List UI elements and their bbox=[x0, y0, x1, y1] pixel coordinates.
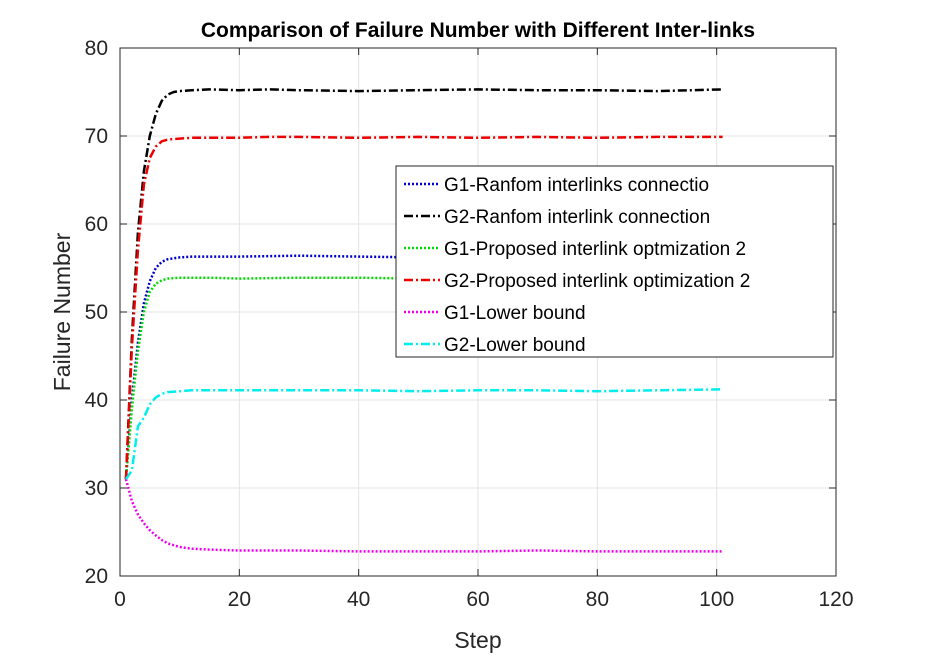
y-tick-label: 80 bbox=[85, 37, 108, 60]
legend: G1-Ranfom interlinks connectio G2-Ranfom … bbox=[395, 165, 834, 358]
series-line-6 bbox=[124, 388, 723, 480]
legend-label-2: G2-Ranfom interlink connection bbox=[444, 207, 710, 228]
legend-label-5: G1-Lower bound bbox=[444, 303, 586, 324]
y-tick-label: 50 bbox=[85, 301, 108, 324]
x-axis-label: Step bbox=[454, 627, 501, 653]
legend-label-4: G2-Proposed interlink optimization 2 bbox=[444, 271, 750, 292]
x-tick-label: 120 bbox=[818, 588, 853, 611]
x-tick-label: 60 bbox=[466, 588, 489, 611]
chart-title: Comparison of Failure Number with Differ… bbox=[201, 19, 755, 42]
series-line-2 bbox=[124, 88, 723, 480]
x-tick-label: 20 bbox=[228, 588, 251, 611]
legend-box bbox=[395, 165, 834, 358]
x-tick-label: 100 bbox=[699, 588, 734, 611]
legend-label-1: G1-Ranfom interlinks connectio bbox=[444, 175, 709, 196]
legend-label-3: G1-Proposed interlink optmization 2 bbox=[444, 239, 746, 260]
y-axis-label: Failure Number bbox=[49, 232, 75, 391]
y-tick-label: 60 bbox=[85, 213, 108, 236]
x-tick-label: 80 bbox=[586, 588, 609, 611]
x-tick-label: 40 bbox=[347, 588, 370, 611]
legend-label-6: G2-Lower bound bbox=[444, 335, 586, 356]
y-tick-label: 40 bbox=[85, 389, 108, 412]
y-tick-label: 70 bbox=[85, 125, 108, 148]
x-tick-label: 0 bbox=[114, 588, 126, 611]
y-tick-label: 30 bbox=[85, 477, 108, 500]
ticks: 0 20 40 60 80 100 120 20 30 40 50 60 70 80 bbox=[85, 37, 854, 611]
y-tick-label: 20 bbox=[85, 565, 108, 588]
series-line-4 bbox=[124, 135, 723, 480]
series-line-5 bbox=[124, 478, 723, 553]
